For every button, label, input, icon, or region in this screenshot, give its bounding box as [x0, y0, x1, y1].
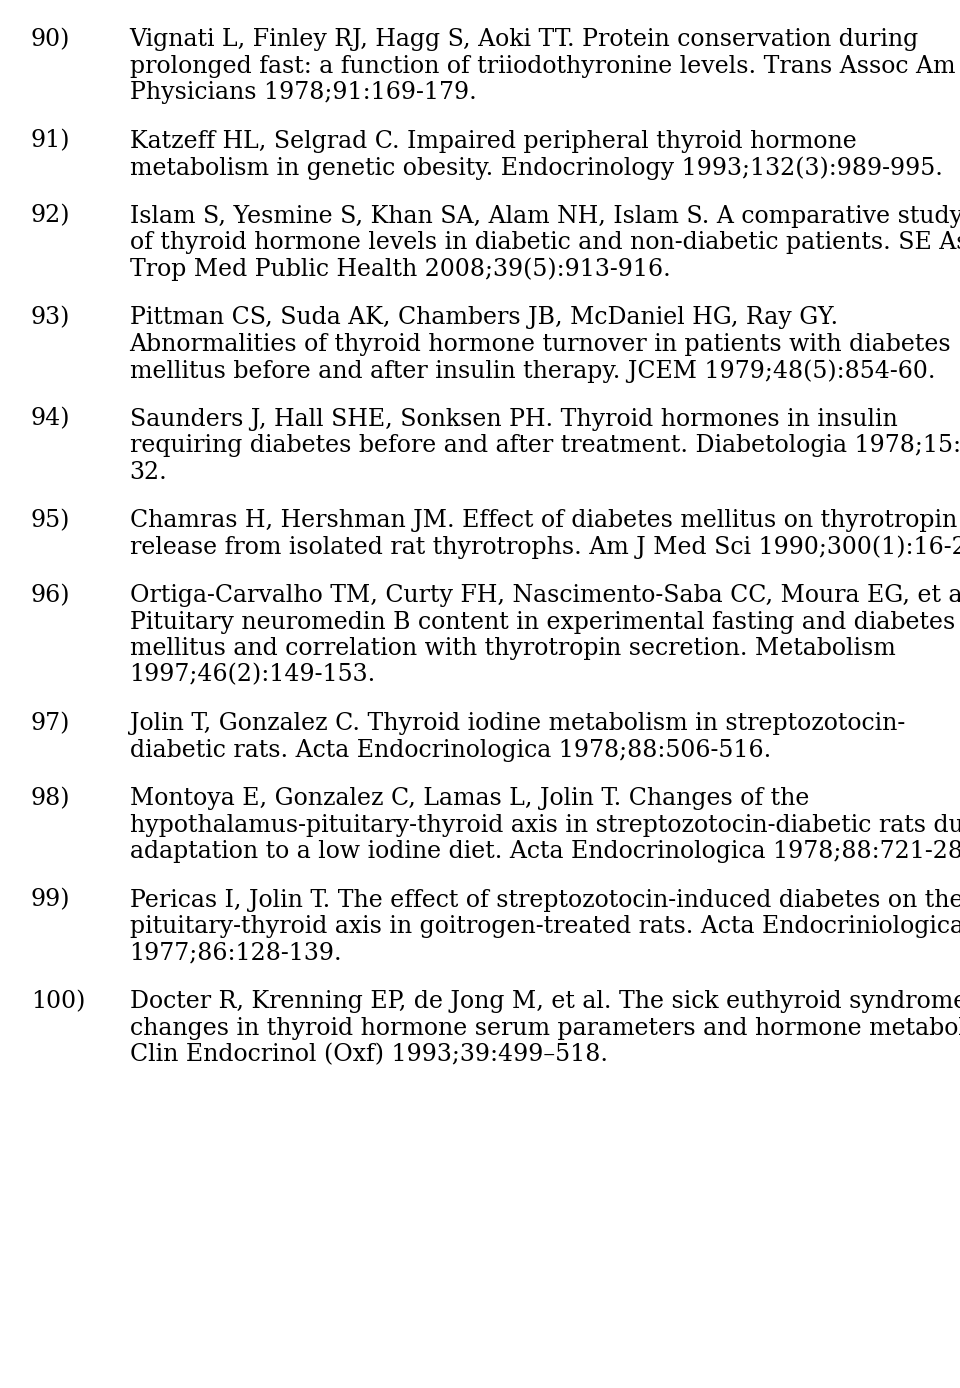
Text: hypothalamus-pituitary-thyroid axis in streptozotocin-diabetic rats during: hypothalamus-pituitary-thyroid axis in s… — [130, 813, 960, 837]
Text: prolonged fast: a function of triiodothyronine levels. Trans Assoc Am: prolonged fast: a function of triiodothy… — [130, 54, 955, 78]
Text: Vignati L, Finley RJ, Hagg S, Aoki TT. Protein conservation during: Vignati L, Finley RJ, Hagg S, Aoki TT. P… — [130, 28, 919, 51]
Text: Chamras H, Hershman JM. Effect of diabetes mellitus on thyrotropin: Chamras H, Hershman JM. Effect of diabet… — [130, 509, 957, 532]
Text: Pituitary neuromedin B content in experimental fasting and diabetes: Pituitary neuromedin B content in experi… — [130, 611, 955, 633]
Text: Trop Med Public Health 2008;39(5):913-916.: Trop Med Public Health 2008;39(5):913-91… — [130, 258, 670, 280]
Text: Pericas I, Jolin T. The effect of streptozotocin-induced diabetes on the: Pericas I, Jolin T. The effect of strept… — [130, 888, 960, 912]
Text: changes in thyroid hormone serum parameters and hormone metabolism.: changes in thyroid hormone serum paramet… — [130, 1016, 960, 1040]
Text: metabolism in genetic obesity. Endocrinology 1993;132(3):989-995.: metabolism in genetic obesity. Endocrino… — [130, 155, 943, 179]
Text: Abnormalities of thyroid hormone turnover in patients with diabetes: Abnormalities of thyroid hormone turnove… — [130, 333, 951, 355]
Text: 90): 90) — [31, 28, 70, 51]
Text: Katzeff HL, Selgrad C. Impaired peripheral thyroid hormone: Katzeff HL, Selgrad C. Impaired peripher… — [130, 129, 856, 153]
Text: mellitus and correlation with thyrotropin secretion. Metabolism: mellitus and correlation with thyrotropi… — [130, 637, 896, 661]
Text: Islam S, Yesmine S, Khan SA, Alam NH, Islam S. A comparative study: Islam S, Yesmine S, Khan SA, Alam NH, Is… — [130, 204, 960, 228]
Text: 96): 96) — [31, 584, 70, 607]
Text: 100): 100) — [31, 990, 85, 1013]
Text: 92): 92) — [31, 204, 70, 228]
Text: 91): 91) — [31, 129, 70, 153]
Text: Physicians 1978;91:169-179.: Physicians 1978;91:169-179. — [130, 81, 476, 104]
Text: 1997;46(2):149-153.: 1997;46(2):149-153. — [130, 663, 376, 687]
Text: 98): 98) — [31, 787, 70, 811]
Text: of thyroid hormone levels in diabetic and non-diabetic patients. SE Asian J: of thyroid hormone levels in diabetic an… — [130, 230, 960, 254]
Text: 32.: 32. — [130, 461, 167, 483]
Text: Pittman CS, Suda AK, Chambers JB, McDaniel HG, Ray GY.: Pittman CS, Suda AK, Chambers JB, McDani… — [130, 305, 838, 329]
Text: diabetic rats. Acta Endocrinologica 1978;88:506-516.: diabetic rats. Acta Endocrinologica 1978… — [130, 738, 771, 762]
Text: 99): 99) — [31, 888, 70, 912]
Text: Ortiga-Carvalho TM, Curty FH, Nascimento-Saba CC, Moura EG, et al.: Ortiga-Carvalho TM, Curty FH, Nascimento… — [130, 584, 960, 607]
Text: Jolin T, Gonzalez C. Thyroid iodine metabolism in streptozotocin-: Jolin T, Gonzalez C. Thyroid iodine meta… — [130, 712, 905, 736]
Text: 94): 94) — [31, 408, 70, 430]
Text: adaptation to a low iodine diet. Acta Endocrinologica 1978;88:721-28.: adaptation to a low iodine diet. Acta En… — [130, 840, 960, 863]
Text: mellitus before and after insulin therapy. JCEM 1979;48(5):854-60.: mellitus before and after insulin therap… — [130, 359, 935, 383]
Text: Saunders J, Hall SHE, Sonksen PH. Thyroid hormones in insulin: Saunders J, Hall SHE, Sonksen PH. Thyroi… — [130, 408, 898, 430]
Text: 93): 93) — [31, 305, 70, 329]
Text: release from isolated rat thyrotrophs. Am J Med Sci 1990;300(1):16-21.: release from isolated rat thyrotrophs. A… — [130, 536, 960, 559]
Text: 97): 97) — [31, 712, 70, 736]
Text: 95): 95) — [31, 509, 70, 532]
Text: requiring diabetes before and after treatment. Diabetologia 1978;15:29-: requiring diabetes before and after trea… — [130, 434, 960, 457]
Text: 1977;86:128-139.: 1977;86:128-139. — [130, 941, 342, 965]
Text: Montoya E, Gonzalez C, Lamas L, Jolin T. Changes of the: Montoya E, Gonzalez C, Lamas L, Jolin T.… — [130, 787, 809, 811]
Text: pituitary-thyroid axis in goitrogen-treated rats. Acta Endocriniologica: pituitary-thyroid axis in goitrogen-trea… — [130, 915, 960, 938]
Text: Docter R, Krenning EP, de Jong M, et al. The sick euthyroid syndrome:: Docter R, Krenning EP, de Jong M, et al.… — [130, 990, 960, 1013]
Text: Clin Endocrinol (Oxf) 1993;39:499–518.: Clin Endocrinol (Oxf) 1993;39:499–518. — [130, 1042, 608, 1066]
